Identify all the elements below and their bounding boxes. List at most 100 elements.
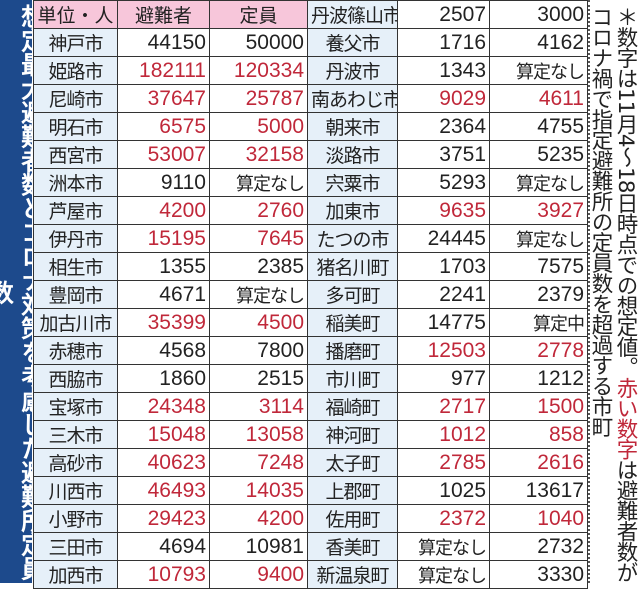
municipality-name: 上郡町 — [307, 476, 398, 505]
table-row: 芦屋市 4200 2760 — [33, 196, 308, 225]
capacity-value: 9400 — [209, 560, 308, 589]
capacity-value: 10981 — [209, 532, 308, 561]
municipality-name: 南あわじ市 — [307, 84, 398, 113]
evacuees-value: 1012 — [397, 420, 490, 449]
municipality-name: 三田市 — [33, 532, 118, 561]
capacity-value: 4200 — [209, 504, 308, 533]
evacuees-value: 2364 — [397, 112, 490, 141]
municipality-name: 朝来市 — [307, 112, 398, 141]
evacuees-value: 算定なし — [397, 560, 490, 589]
table-row: 加西市 10793 9400 — [33, 560, 308, 589]
municipality-name: 川西市 — [33, 476, 118, 505]
evacuees-value: 15195 — [117, 224, 210, 253]
table-row: 三田市 4694 10981 — [33, 532, 308, 561]
municipality-name: 宍粟市 — [307, 168, 398, 197]
municipality-name: 小野市 — [33, 504, 118, 533]
evacuees-value: 4200 — [117, 196, 210, 225]
evacuees-value: 4694 — [117, 532, 210, 561]
table-header-row: 単位・人 避難者 定員 — [33, 0, 308, 29]
evacuees-value: 2372 — [397, 504, 490, 533]
evacuees-value: 4568 — [117, 336, 210, 365]
municipality-name: 淡路市 — [307, 140, 398, 169]
capacity-value: 3000 — [489, 0, 588, 29]
capacity-value: 5000 — [209, 112, 308, 141]
municipality-name: 福崎町 — [307, 392, 398, 421]
table-row: 市川町 977 1212 — [307, 364, 588, 393]
table-row: 伊丹市 15195 7645 — [33, 224, 308, 253]
municipality-name: 神戸市 — [33, 28, 118, 57]
municipality-name: 佐用町 — [307, 504, 398, 533]
table-row: 姫路市 182111 120334 — [33, 56, 308, 85]
capacity-value: 7645 — [209, 224, 308, 253]
municipality-name: 高砂市 — [33, 448, 118, 477]
municipality-name: 三木市 — [33, 420, 118, 449]
table-row: 新温泉町 算定なし 3330 — [307, 560, 588, 589]
capacity-value: 算定中 — [489, 308, 588, 337]
evacuees-value: 1025 — [397, 476, 490, 505]
header-unit: 単位・人 — [33, 0, 118, 29]
municipality-name: たつの市 — [307, 224, 398, 253]
table-row: 多可町 2241 2379 — [307, 280, 588, 309]
municipality-name: 芦屋市 — [33, 196, 118, 225]
table-row: たつの市 24445 算定なし — [307, 224, 588, 253]
evacuees-value: 24445 — [397, 224, 490, 253]
municipality-name: 明石市 — [33, 112, 118, 141]
evacuees-value: 14775 — [397, 308, 490, 337]
table-row: 明石市 6575 5000 — [33, 112, 308, 141]
municipality-name: 太子町 — [307, 448, 398, 477]
municipality-table-left: 単位・人 避難者 定員 神戸市 44150 50000 姫路市 182111 120334… — [33, 0, 308, 589]
evacuees-value: 1343 — [397, 56, 490, 85]
capacity-value: 14035 — [209, 476, 308, 505]
capacity-value: 7800 — [209, 336, 308, 365]
municipality-name: 丹波市 — [307, 56, 398, 85]
capacity-value: 1040 — [489, 504, 588, 533]
municipality-name: 稲美町 — [307, 308, 398, 337]
table-row: 西脇市 1860 2515 — [33, 364, 308, 393]
capacity-value: 7248 — [209, 448, 308, 477]
capacity-value: 1212 — [489, 364, 588, 393]
table-row: 朝来市 2364 4755 — [307, 112, 588, 141]
evacuees-value: 2507 — [397, 0, 490, 29]
capacity-value: 858 — [489, 420, 588, 449]
municipality-name: 姫路市 — [33, 56, 118, 85]
table-row: 太子町 2785 2616 — [307, 448, 588, 477]
capacity-value: 120334 — [209, 56, 308, 85]
evacuees-value: 1703 — [397, 252, 490, 281]
municipality-name: 洲本市 — [33, 168, 118, 197]
capacity-value: 7575 — [489, 252, 588, 281]
municipality-name: 播磨町 — [307, 336, 398, 365]
evacuees-value: 算定なし — [397, 532, 490, 561]
capacity-value: 算定なし — [489, 168, 588, 197]
table-row: 香美町 算定なし 2732 — [307, 532, 588, 561]
municipality-name: 豊岡市 — [33, 280, 118, 309]
table-row: 佐用町 2372 1040 — [307, 504, 588, 533]
municipality-name: 市川町 — [307, 364, 398, 393]
footnote-text-1: ＊数字は11月4～18日時点での想定値。 — [613, 6, 638, 377]
capacity-value: 5235 — [489, 140, 588, 169]
capacity-value: 32158 — [209, 140, 308, 169]
evacuees-value: 6575 — [117, 112, 210, 141]
capacity-value: 2616 — [489, 448, 588, 477]
table-row: 相生市 1355 2385 — [33, 252, 308, 281]
table-row: 加東市 9635 3927 — [307, 196, 588, 225]
municipality-name: 伊丹市 — [33, 224, 118, 253]
municipality-name: 神河町 — [307, 420, 398, 449]
evacuees-value: 2241 — [397, 280, 490, 309]
table-row: 猪名川町 1703 7575 — [307, 252, 588, 281]
table-row: 南あわじ市 9029 4611 — [307, 84, 588, 113]
capacity-value: 算定なし — [489, 224, 588, 253]
evacuees-value: 3751 — [397, 140, 490, 169]
evacuees-value: 5293 — [397, 168, 490, 197]
evacuees-value: 46493 — [117, 476, 210, 505]
table-row: 丹波篠山市 2507 3000 — [307, 0, 588, 29]
evacuees-value: 1860 — [117, 364, 210, 393]
table-row: 尼崎市 37647 25787 — [33, 84, 308, 113]
evacuees-value: 12503 — [397, 336, 490, 365]
evacuees-value: 1716 — [397, 28, 490, 57]
footnote-text-2: は避難者数がコロナ禍で指定避難所の定員数を超過する市町 — [588, 6, 638, 582]
municipality-name: 加西市 — [33, 560, 118, 589]
table-row: 宝塚市 24348 3114 — [33, 392, 308, 421]
capacity-value: 2385 — [209, 252, 308, 281]
municipality-name: 新温泉町 — [307, 560, 398, 589]
municipality-name: 赤穂市 — [33, 336, 118, 365]
